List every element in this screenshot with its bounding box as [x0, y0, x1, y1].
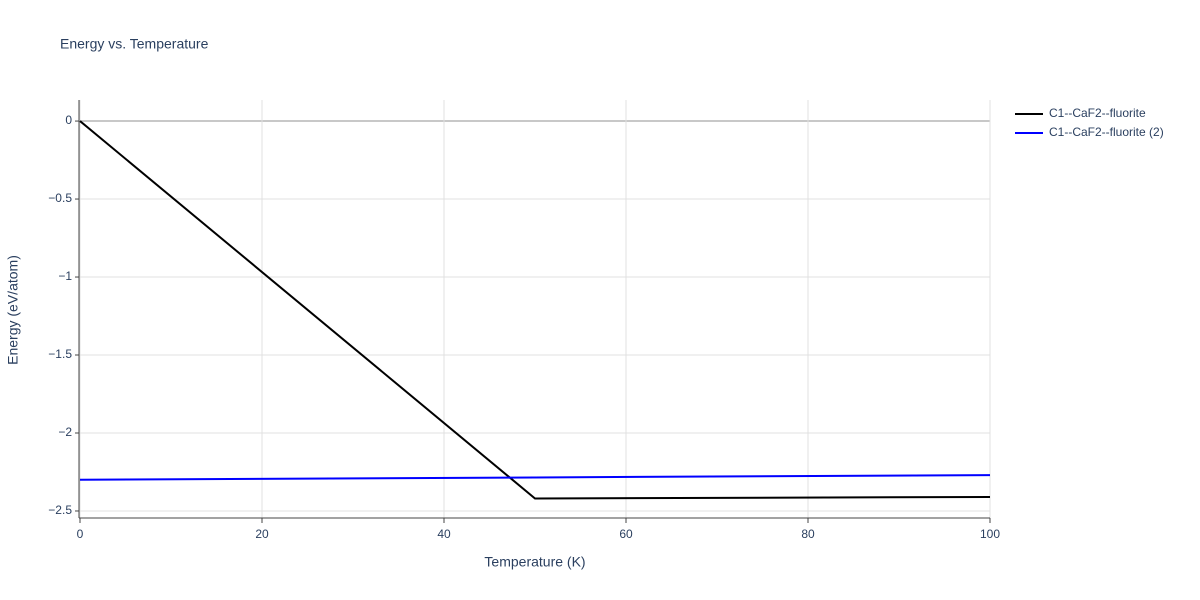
x-tick-label: 40 [437, 527, 451, 541]
y-axis-title: Energy (eV/atom) [5, 255, 21, 365]
grid: −2.5 −2 −1.5 −1 −0.5 0 0 20 40 60 80 100 [48, 100, 1000, 541]
legend: C1--CaF2--fluorite C1--CaF2--fluorite (2) [1015, 106, 1164, 139]
y-tick-label: −1.5 [48, 347, 72, 361]
series-line [79, 120, 991, 500]
y-tick-label: −1 [58, 269, 72, 283]
chart-title: Energy vs. Temperature [60, 36, 209, 52]
y-tick-label: −0.5 [48, 191, 72, 205]
y-tick-label: 0 [65, 113, 72, 127]
x-tick-label: 80 [801, 527, 815, 541]
x-tick-label: 0 [77, 527, 84, 541]
series-line [79, 474, 991, 481]
x-tick-label: 20 [255, 527, 269, 541]
x-tick-label: 100 [980, 527, 1000, 541]
x-axis-title: Temperature (K) [484, 554, 585, 570]
legend-label: C1--CaF2--fluorite [1049, 106, 1146, 120]
legend-label: C1--CaF2--fluorite (2) [1049, 125, 1164, 139]
y-tick-label: −2 [58, 425, 72, 439]
x-tick-label: 60 [619, 527, 633, 541]
plot-area [79, 120, 991, 500]
y-tick-label: −2.5 [48, 503, 72, 517]
